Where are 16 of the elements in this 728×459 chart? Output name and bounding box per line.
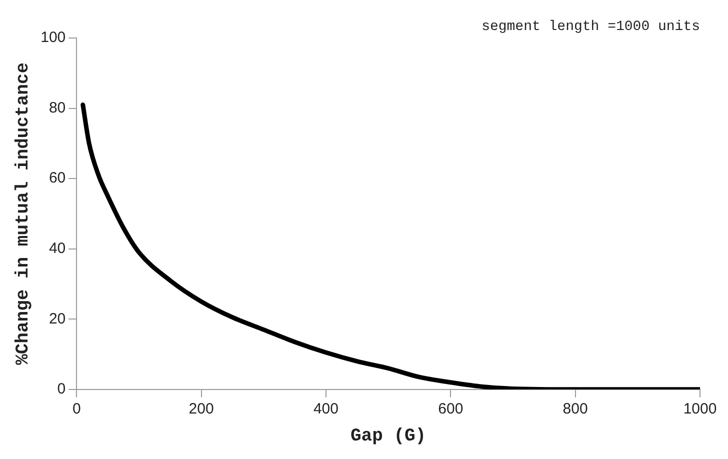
y-tick-label: 20	[48, 310, 66, 328]
text: segment length =1000 units	[482, 19, 700, 35]
x-tick-label: 0	[72, 400, 81, 418]
y-tick-label: 80	[48, 99, 66, 116]
y-tick-label: 100	[40, 29, 66, 46]
x-tick-label: 400	[313, 400, 338, 418]
line-series	[80, 102, 700, 390]
y-axis-title: %Change in mutual inductance	[13, 62, 34, 365]
x-axis-title: Gap (G)	[350, 426, 426, 447]
x-tick-label: 200	[188, 400, 214, 418]
y-tick-label: 40	[48, 240, 66, 257]
y-tick-label: 60	[48, 170, 66, 187]
x-tick-label: 800	[562, 400, 588, 418]
x-tick-label: 1000	[683, 400, 717, 418]
y-tick-label: 0	[57, 380, 66, 398]
x-tick-label: 600	[438, 400, 464, 418]
